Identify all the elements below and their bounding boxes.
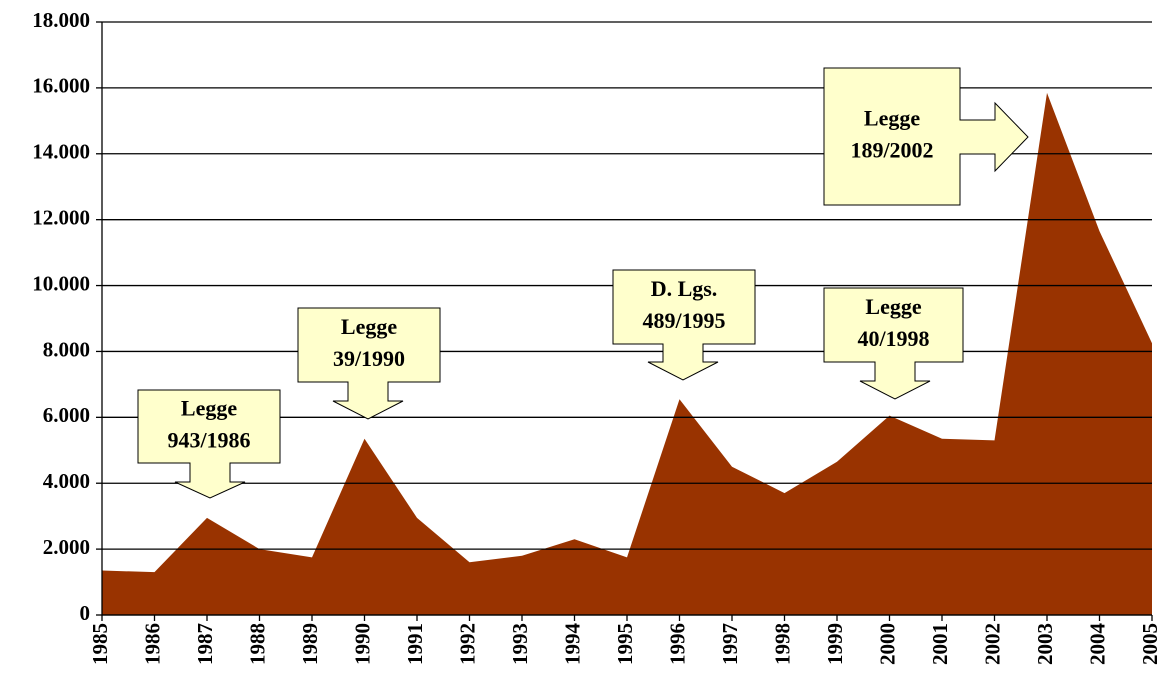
callout	[823, 287, 964, 400]
callout	[823, 67, 1029, 206]
y-tick-label: 0	[80, 601, 91, 625]
x-tick-label: 1991	[403, 623, 427, 665]
x-tick-label: 2001	[928, 623, 952, 665]
annotation-text: Legge	[181, 396, 237, 421]
annotation-text: 489/1995	[642, 308, 725, 333]
x-tick-label: 1998	[770, 623, 794, 665]
x-tick-label: 1995	[613, 623, 637, 665]
x-tick-label: 1996	[665, 623, 689, 665]
y-tick-label: 16.000	[32, 74, 90, 98]
callout	[297, 307, 441, 420]
x-tick-label: 1989	[298, 623, 322, 665]
callout	[612, 269, 756, 381]
annotation-text: 39/1990	[333, 346, 405, 371]
annotation-text: D. Lgs.	[651, 276, 718, 301]
annotation-text: 943/1986	[167, 428, 250, 453]
x-tick-label: 1997	[718, 623, 742, 665]
y-tick-label: 4.000	[43, 469, 90, 493]
y-tick-label: 10.000	[32, 271, 90, 295]
y-tick-label: 12.000	[32, 205, 90, 229]
x-tick-label: 1988	[245, 623, 269, 665]
x-tick-label: 2005	[1138, 623, 1161, 665]
x-tick-label: 1993	[508, 623, 532, 665]
annotation-text: 189/2002	[850, 138, 933, 163]
y-tick-label: 8.000	[43, 337, 90, 361]
x-tick-label: 2004	[1085, 623, 1109, 666]
x-tick-label: 2000	[875, 623, 899, 665]
annotation-text: Legge	[341, 314, 397, 339]
area	[102, 92, 1152, 615]
x-tick-label: 1987	[193, 623, 217, 665]
x-tick-label: 1986	[140, 623, 164, 665]
x-tick-label: 1994	[560, 623, 584, 666]
x-tick-label: 2003	[1033, 623, 1057, 665]
x-tick-label: 1999	[823, 623, 847, 665]
x-tick-label: 1985	[88, 623, 112, 665]
annotation-text: Legge	[864, 106, 920, 131]
x-tick-label: 2002	[980, 623, 1004, 665]
x-tick-label: 1992	[455, 623, 479, 665]
y-tick-label: 18.000	[32, 8, 90, 32]
x-tick-label: 1990	[350, 623, 374, 665]
callout	[137, 389, 281, 499]
y-tick-label: 14.000	[32, 140, 90, 164]
annotation-text: 40/1998	[857, 326, 929, 351]
y-tick-label: 2.000	[43, 535, 90, 559]
y-tick-label: 6.000	[43, 403, 90, 427]
annotation-text: Legge	[865, 294, 921, 319]
